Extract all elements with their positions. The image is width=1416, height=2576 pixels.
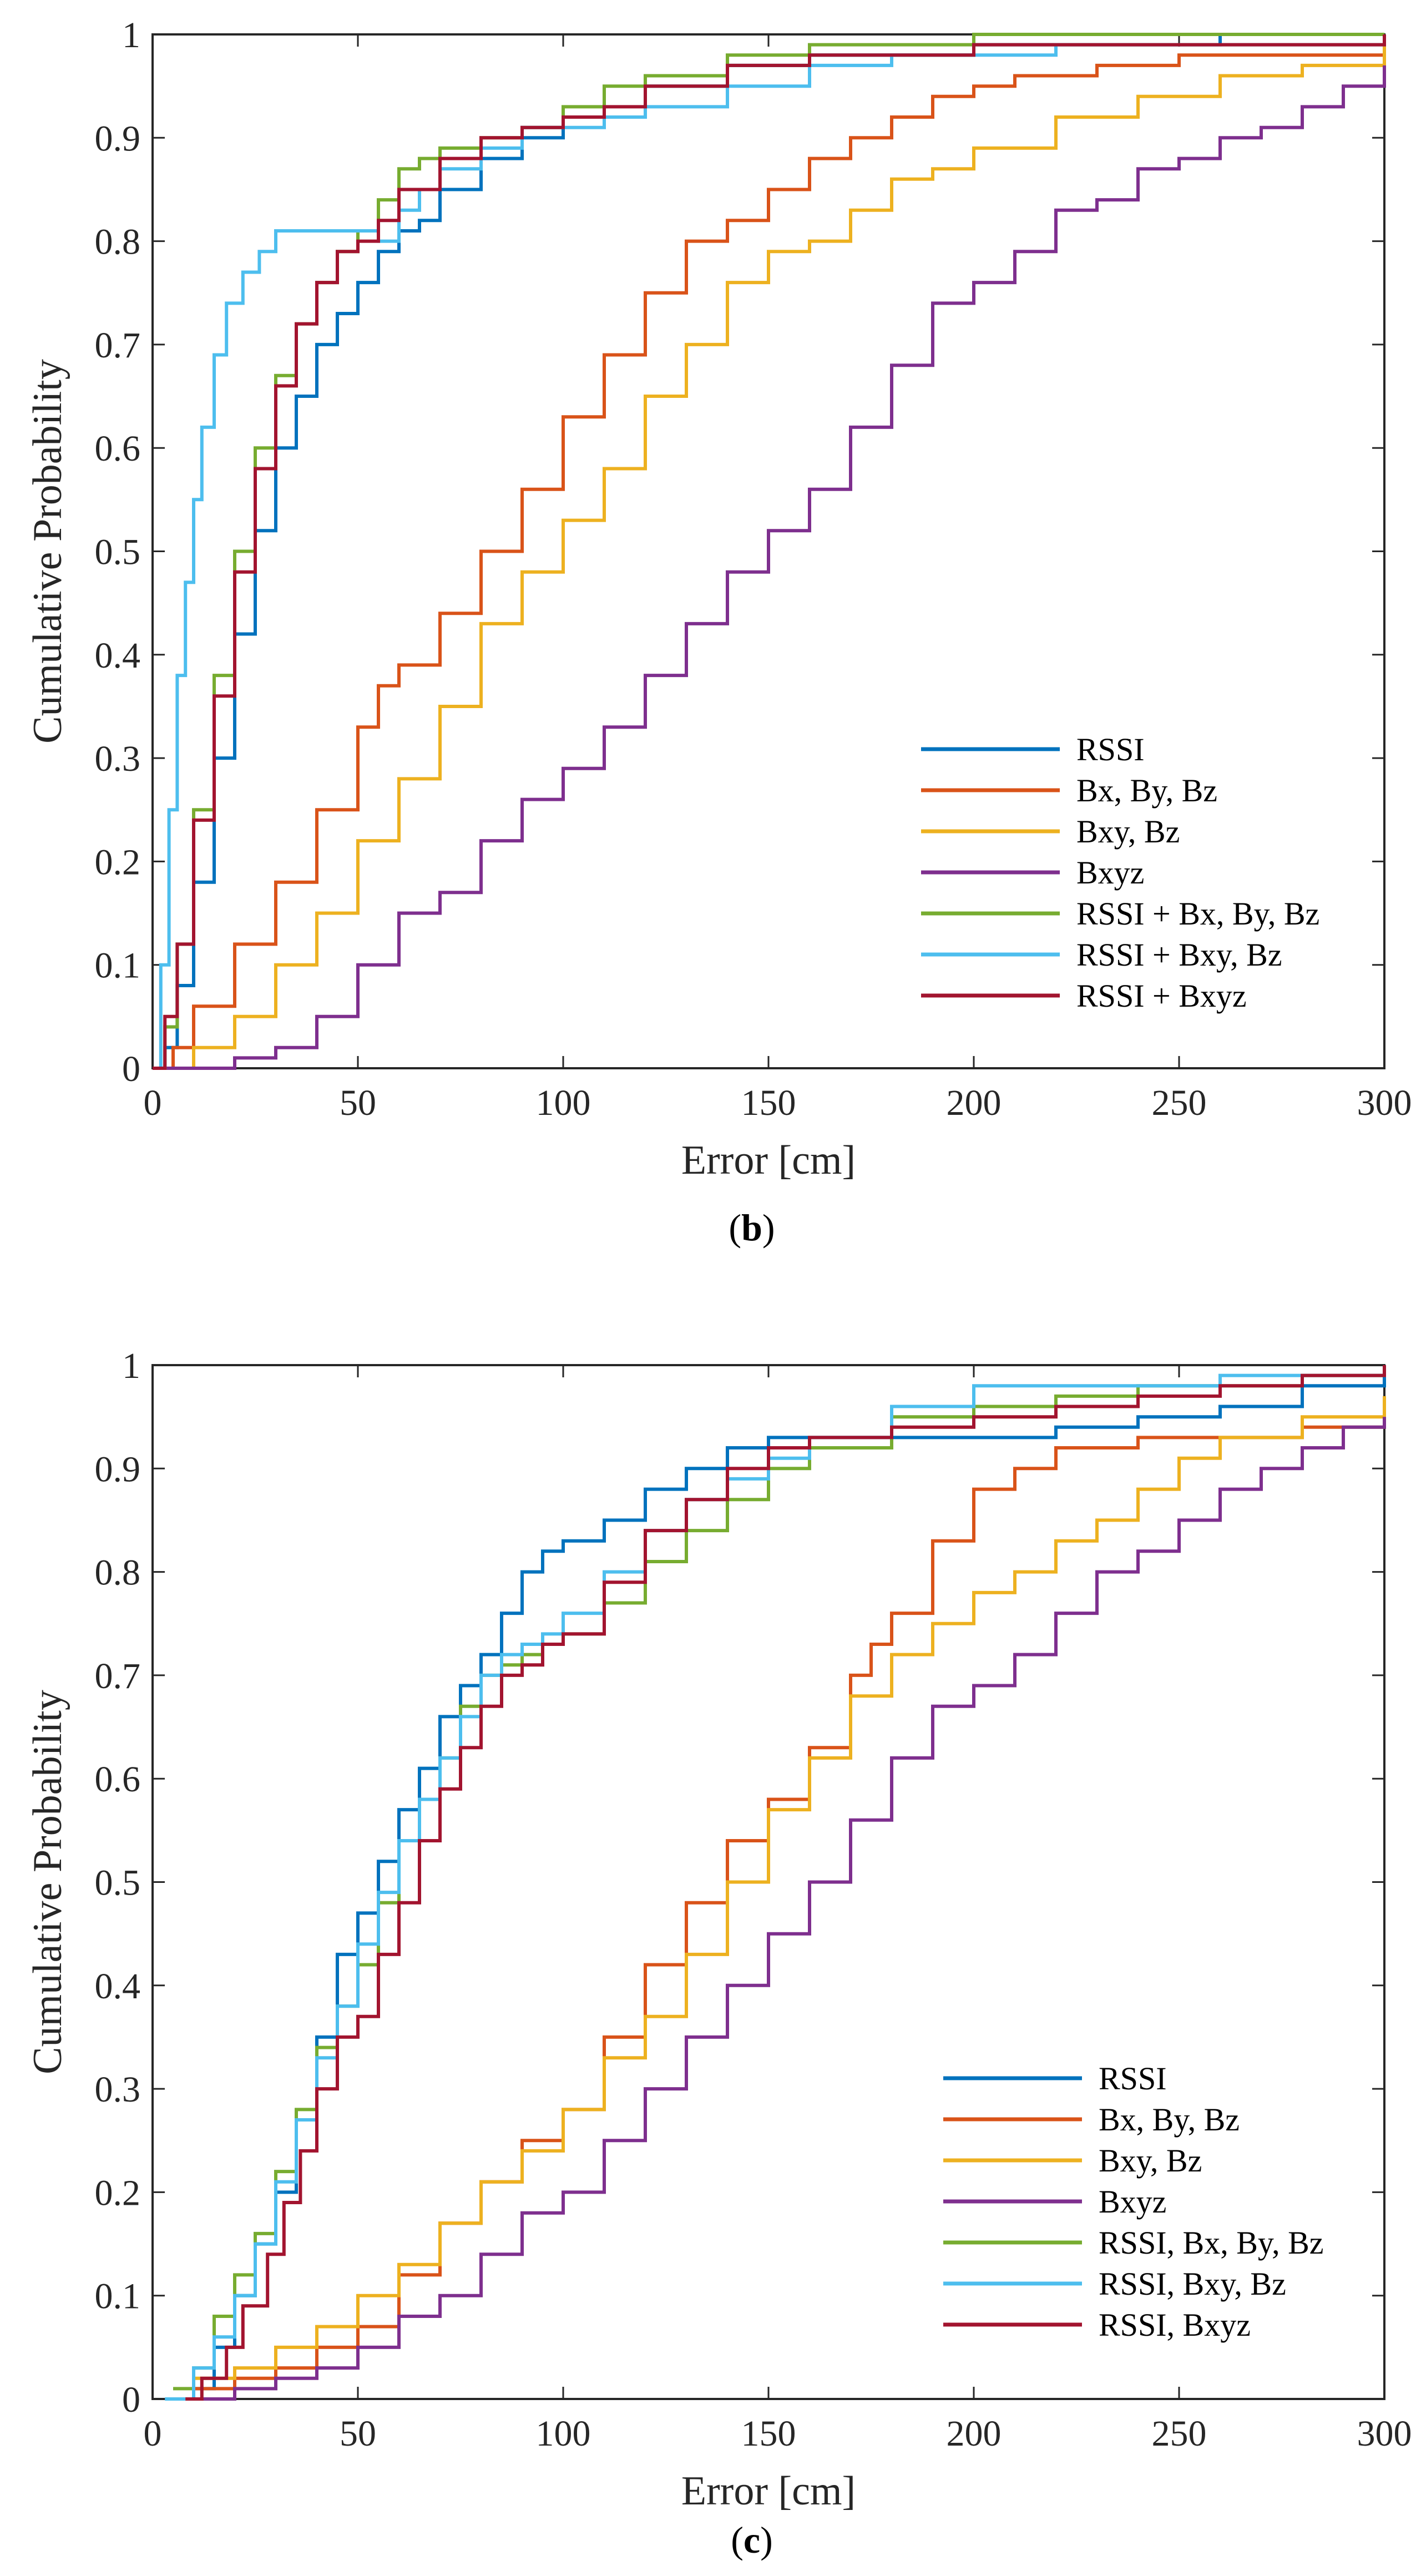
- caption-open-paren: (: [729, 1206, 741, 1249]
- caption-close-paren: ): [760, 2519, 773, 2561]
- y-tick-label: 0.4: [95, 635, 141, 676]
- y-tick-label: 0.1: [95, 946, 141, 986]
- legend-label: Bx, By, Bz: [1099, 2102, 1240, 2138]
- y-tick-label: 0: [122, 2380, 140, 2420]
- legend: RSSI Bx, By, Bz Bxy, Bz Bxyz RSSI, Bx, By, B…: [943, 2060, 1324, 2343]
- caption-close-paren: ): [762, 1206, 775, 1249]
- x-tick-label: 100: [536, 2413, 591, 2454]
- series-line-2: [153, 44, 1386, 1070]
- legend-label: RSSI, Bxyz: [1099, 2307, 1251, 2343]
- series-line-3: [153, 44, 1386, 1070]
- y-tick-label: 0.3: [95, 739, 141, 779]
- y-tick-label: 0.8: [95, 222, 141, 262]
- x-tick-label: 300: [1357, 1083, 1412, 1123]
- legend: RSSI Bx, By, Bz Bxy, Bz Bxyz RSSI + Bx, By, …: [921, 731, 1319, 1014]
- legend-label: RSSI: [1099, 2060, 1167, 2097]
- y-tick-label: 0.4: [95, 1966, 141, 2007]
- series-line-7: [185, 1365, 1386, 2401]
- panel-caption: (c): [731, 2519, 773, 2561]
- x-axis-label: Error [cm]: [681, 2468, 856, 2514]
- y-tick-label: 0.6: [95, 1759, 141, 1800]
- legend-label: RSSI + Bx, By, Bz: [1076, 896, 1319, 932]
- y-tick-label: 0.8: [95, 1553, 141, 1593]
- legend-label: Bxy, Bz: [1076, 814, 1180, 850]
- y-tick-label: 0: [122, 1049, 140, 1089]
- legend-label: RSSI, Bxy, Bz: [1099, 2266, 1286, 2302]
- y-tick-label: 0.5: [95, 1863, 141, 1903]
- x-tick-label: 50: [340, 2413, 376, 2454]
- series-line-2: [173, 1417, 1386, 2401]
- x-tick-label: 200: [947, 2413, 1002, 2454]
- x-tick-label: 100: [536, 1083, 591, 1123]
- y-tick-label: 0.1: [95, 2276, 141, 2317]
- x-tick-label: 250: [1152, 2413, 1207, 2454]
- series-line-3: [173, 1396, 1386, 2401]
- caption-letter: b: [741, 1206, 762, 1249]
- x-tick-label: 50: [340, 1083, 376, 1123]
- x-tick-label: 200: [947, 1083, 1002, 1123]
- legend-label: Bxyz: [1076, 855, 1144, 891]
- y-axis-label: Cumulative Probability: [25, 359, 70, 744]
- series-line-4: [194, 1417, 1386, 2401]
- y-tick-label: 0.2: [95, 2173, 141, 2213]
- legend-label: RSSI, Bx, By, Bz: [1099, 2225, 1324, 2261]
- x-axis-label: Error [cm]: [681, 1138, 856, 1183]
- y-tick-label: 1: [122, 15, 140, 55]
- panel-c: 0 50 100 150 200 250 300 0 0.1 0.2 0.3 0.4 0.5 0.6 0.7…: [25, 1346, 1412, 2561]
- x-tick-label: 0: [144, 1083, 162, 1123]
- y-tick-label: 0.2: [95, 842, 141, 882]
- y-axis-label: Cumulative Probability: [25, 1690, 70, 2074]
- x-tick-label: 150: [741, 1083, 796, 1123]
- legend-label: Bxyz: [1099, 2184, 1166, 2220]
- y-tick-label: 0.7: [95, 1656, 141, 1696]
- legend-label: RSSI + Bxy, Bz: [1076, 937, 1282, 973]
- panel-caption: (b): [729, 1206, 775, 1249]
- x-tick-label: 300: [1357, 2413, 1412, 2454]
- legend-label: RSSI: [1076, 731, 1145, 767]
- x-tick-label: 150: [741, 2413, 796, 2454]
- y-tick-label: 0.6: [95, 428, 141, 469]
- panel-b: 0 50 100 150 200 250 300 0 0.1 0.2 0.3 0.4 0.5 0.6 0.7…: [25, 15, 1412, 1249]
- caption-letter: c: [744, 2519, 760, 2561]
- series-line-1: [173, 1375, 1386, 2401]
- y-tick-label: 1: [122, 1346, 140, 1386]
- x-tick-label: 250: [1152, 1083, 1207, 1123]
- series-line-7: [153, 34, 1386, 1070]
- y-tick-label: 0.9: [95, 1449, 141, 1489]
- caption-open-paren: (: [731, 2519, 744, 2561]
- legend-label: Bxy, Bz: [1099, 2143, 1202, 2179]
- x-tick-label: 0: [144, 2413, 162, 2454]
- y-tick-label: 0.3: [95, 2069, 141, 2110]
- legend-label: RSSI + Bxyz: [1076, 978, 1247, 1014]
- y-tick-label: 0.5: [95, 532, 141, 573]
- y-tick-label: 0.9: [95, 118, 141, 159]
- y-tick-label: 0.7: [95, 325, 141, 366]
- series-line-4: [153, 65, 1386, 1070]
- legend-label: Bx, By, Bz: [1076, 772, 1217, 809]
